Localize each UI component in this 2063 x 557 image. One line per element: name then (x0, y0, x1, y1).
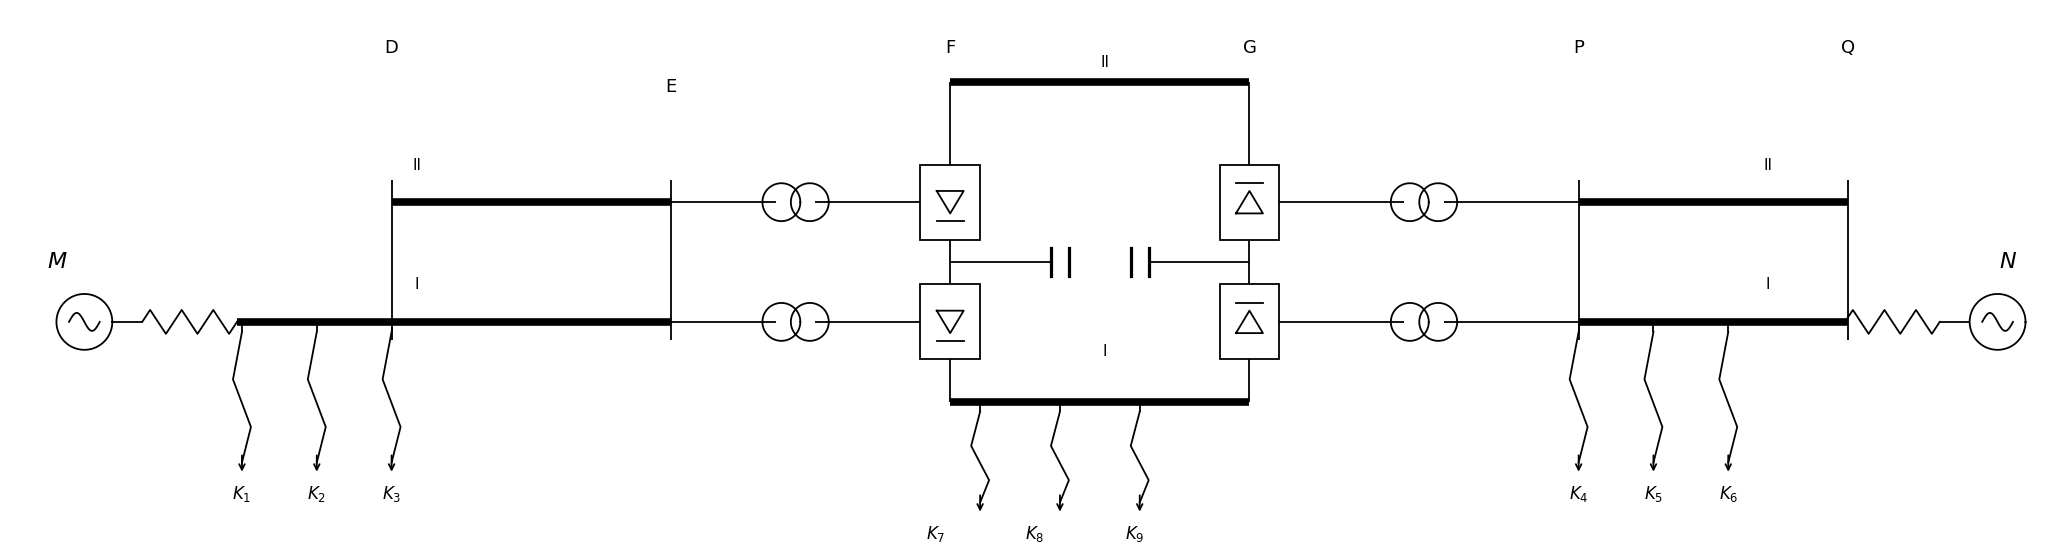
Text: $N$: $N$ (1999, 252, 2018, 272)
Text: II: II (1764, 158, 1772, 173)
Text: I: I (1102, 344, 1108, 359)
Text: $K_9$: $K_9$ (1124, 524, 1145, 544)
Text: $K_8$: $K_8$ (1025, 524, 1044, 544)
Text: II: II (413, 158, 421, 173)
Text: F: F (945, 38, 955, 57)
Bar (920, 285, 980, 359)
Text: P: P (1574, 38, 1584, 57)
Text: $K_6$: $K_6$ (1718, 485, 1737, 505)
Text: $K_5$: $K_5$ (1644, 485, 1663, 505)
Text: G: G (1242, 38, 1256, 57)
Text: D: D (384, 38, 398, 57)
Bar (920, 165, 980, 240)
Text: $K_2$: $K_2$ (307, 485, 326, 505)
Text: $M$: $M$ (47, 252, 68, 272)
Text: $K_7$: $K_7$ (926, 524, 945, 544)
Text: $K_4$: $K_4$ (1568, 485, 1589, 505)
Bar (1219, 285, 1279, 359)
Text: II: II (1100, 55, 1110, 70)
Bar (1219, 165, 1279, 240)
Text: E: E (664, 79, 677, 96)
Text: I: I (415, 277, 419, 292)
Text: $K_3$: $K_3$ (382, 485, 402, 505)
Text: $K_1$: $K_1$ (233, 485, 252, 505)
Text: I: I (1766, 277, 1770, 292)
Text: Q: Q (1840, 38, 1855, 57)
